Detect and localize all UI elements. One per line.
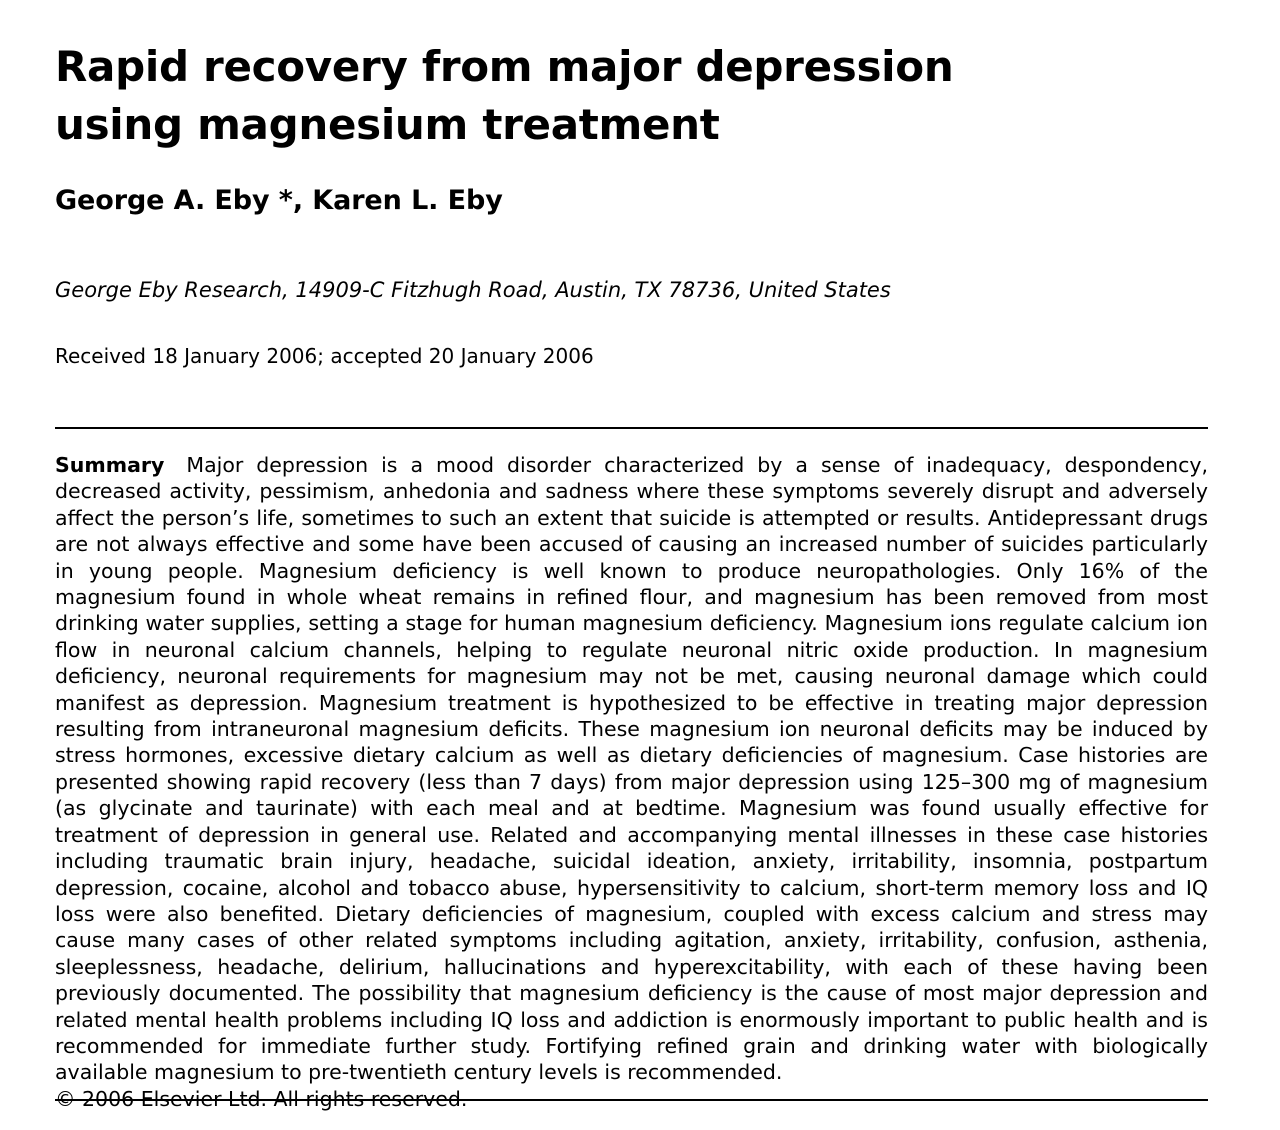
article-history: Received 18 January 2006; accepted 20 Ja… bbox=[55, 344, 594, 368]
abstract-bottom-divider bbox=[55, 1099, 1208, 1101]
abstract-heading: Summary bbox=[55, 453, 165, 477]
copyright-notice: © 2006 Elsevier Ltd. All rights reserved… bbox=[55, 1086, 468, 1111]
page-title: Rapid recovery from major depression usi… bbox=[55, 42, 954, 149]
abstract-top-divider bbox=[55, 427, 1208, 429]
author-list: George A. Eby *, Karen L. Eby bbox=[55, 185, 503, 216]
abstract-section: Summary Major depression is a mood disord… bbox=[55, 429, 1208, 1112]
author-affiliation: George Eby Research, 14909-C Fitzhugh Ro… bbox=[55, 278, 891, 302]
abstract-body-text: Major depression is a mood disorder char… bbox=[55, 453, 1208, 1085]
